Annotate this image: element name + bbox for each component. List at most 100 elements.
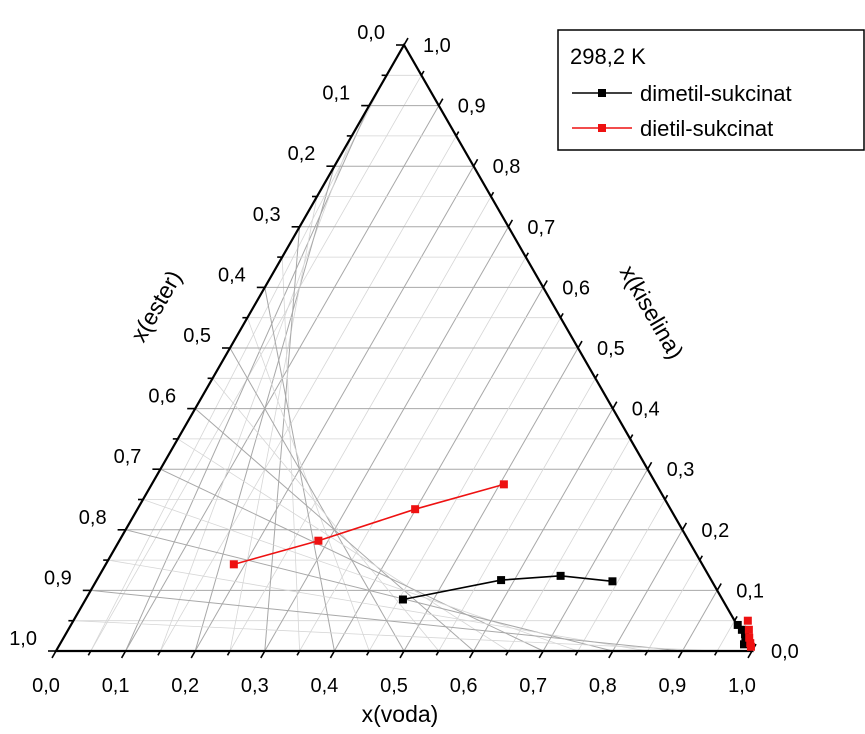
data-point-dimetil-sukcinat [608, 577, 617, 586]
tick-kiselina [577, 340, 583, 349]
data-point-dietil-sukcinat [743, 616, 752, 625]
legend-label-dietil-sukcinat: dietil-sukcinat [640, 116, 773, 141]
tick-voda [435, 650, 440, 656]
bottom-axis-title: x(voda) [362, 701, 439, 727]
grid-line-ester [299, 256, 527, 652]
grid-line-ester [368, 317, 561, 652]
tick-voda [120, 650, 127, 659]
tick-label-ester: 0,8 [79, 507, 107, 529]
grid-line-voda [125, 529, 613, 652]
tick-voda [399, 650, 405, 659]
tick-kiselina [664, 494, 669, 500]
data-point-dietil-sukcinat [744, 625, 753, 634]
tick-label-ester: 0,6 [148, 386, 176, 408]
data-point-dietil-sukcinat [229, 560, 238, 569]
data-point-dimetil-sukcinat [733, 620, 742, 629]
tick-voda [157, 650, 162, 656]
tick-label-ester: 0,2 [288, 143, 316, 165]
grid-line-ester [508, 438, 631, 652]
tick-voda [468, 650, 475, 659]
tick-voda [296, 650, 301, 656]
grid-line-ester [438, 378, 596, 652]
tick-label-voda: 0,1 [102, 675, 130, 697]
tick-label-kiselina: 0,6 [562, 277, 590, 299]
grid-line-ester [542, 468, 649, 652]
tick-kiselina [612, 401, 618, 410]
grid-line-ester [473, 408, 614, 652]
tick-label-voda: 0,3 [241, 675, 269, 697]
tick-label-voda: 0,6 [450, 675, 478, 697]
grid-line-ester [681, 590, 718, 652]
tick-label-ester: 0,5 [183, 325, 211, 347]
data-point-dietil-sukcinat [745, 633, 754, 642]
data-point-dietil-sukcinat [411, 505, 420, 514]
tick-label-ester: 1,0 [9, 628, 37, 650]
data-point-dietil-sukcinat [314, 536, 323, 545]
grid-line-voda [212, 378, 440, 652]
data-point-dimetil-sukcinat [497, 576, 506, 585]
grid-line-voda [194, 408, 474, 652]
tick-kiselina [559, 312, 564, 319]
tick-label-voda: 1,0 [728, 675, 756, 697]
tick-voda [538, 650, 544, 659]
tick-kiselina [507, 219, 514, 228]
data-point-dimetil-sukcinat [739, 640, 748, 649]
tick-label-ester: 0,9 [44, 567, 72, 589]
tick-label-kiselina: 0,2 [701, 520, 729, 542]
tick-voda [329, 650, 336, 659]
tick-kiselina [646, 461, 653, 470]
tick-voda [366, 650, 370, 656]
tick-label-ester: 0,4 [218, 264, 246, 286]
tick-voda [644, 650, 649, 656]
legend-marker-dietil-sukcinat [598, 124, 606, 132]
tick-voda [608, 650, 614, 659]
tick-label-kiselina: 0,7 [527, 217, 555, 239]
right-axis-title: x(kiselina) [615, 261, 689, 364]
grid-line-ester [716, 620, 735, 652]
tick-label-kiselina: 0,1 [736, 580, 764, 602]
tick-kiselina [472, 158, 479, 167]
tick-voda [226, 650, 231, 656]
data-point-dimetil-sukcinat [398, 595, 407, 604]
grid-line-ester [577, 499, 666, 652]
tick-kiselina [542, 280, 548, 288]
tick-voda [260, 650, 266, 659]
tick-kiselina [420, 70, 425, 76]
grid-line-ester [229, 196, 492, 652]
tick-kiselina [525, 252, 529, 258]
series-line-dimetil-sukcinat [402, 575, 613, 601]
tick-kiselina [733, 615, 738, 622]
grid-line-voda [73, 620, 718, 652]
tick-label-voda: 0,7 [519, 675, 547, 697]
tick-label-kiselina: 0,5 [597, 338, 625, 360]
series [229, 480, 755, 651]
tick-kiselina [455, 131, 460, 137]
tick-kiselina [681, 522, 688, 531]
tick-voda [51, 650, 57, 659]
tick-label-voda: 0,4 [310, 675, 338, 697]
tick-voda [505, 650, 510, 656]
grid-line-voda [160, 468, 544, 652]
grid-line-voda [177, 438, 509, 652]
tick-labels: 0,0 0,0 0,0 0,1 0,1 0,1 0,2 0,2 0,2 0,3 0,3 0,3 0,4 0… [9, 22, 799, 697]
grid [73, 74, 735, 652]
grid-line-voda [142, 499, 579, 652]
grid-line-ester [160, 135, 457, 652]
legend-box [557, 29, 865, 151]
tick-kiselina [438, 98, 444, 107]
tick-kiselina [699, 555, 703, 561]
grid-line-ester [90, 75, 422, 652]
grid-line-voda [108, 559, 648, 652]
data-point-dimetil-sukcinat [741, 630, 750, 639]
data-point-dimetil-sukcinat [737, 625, 746, 634]
ticks [48, 37, 757, 659]
legend-label-dimetil-sukcinat: dimetil-sukcinat [640, 81, 792, 106]
grid-line-voda [90, 589, 683, 652]
tick-kiselina [403, 37, 409, 46]
legend-title: 298,2 K [570, 44, 646, 69]
series-line-dietil-sukcinat [233, 483, 505, 566]
tick-voda [714, 650, 718, 656]
tick-kiselina [629, 434, 634, 440]
tick-label-kiselina: 0,0 [771, 641, 799, 663]
